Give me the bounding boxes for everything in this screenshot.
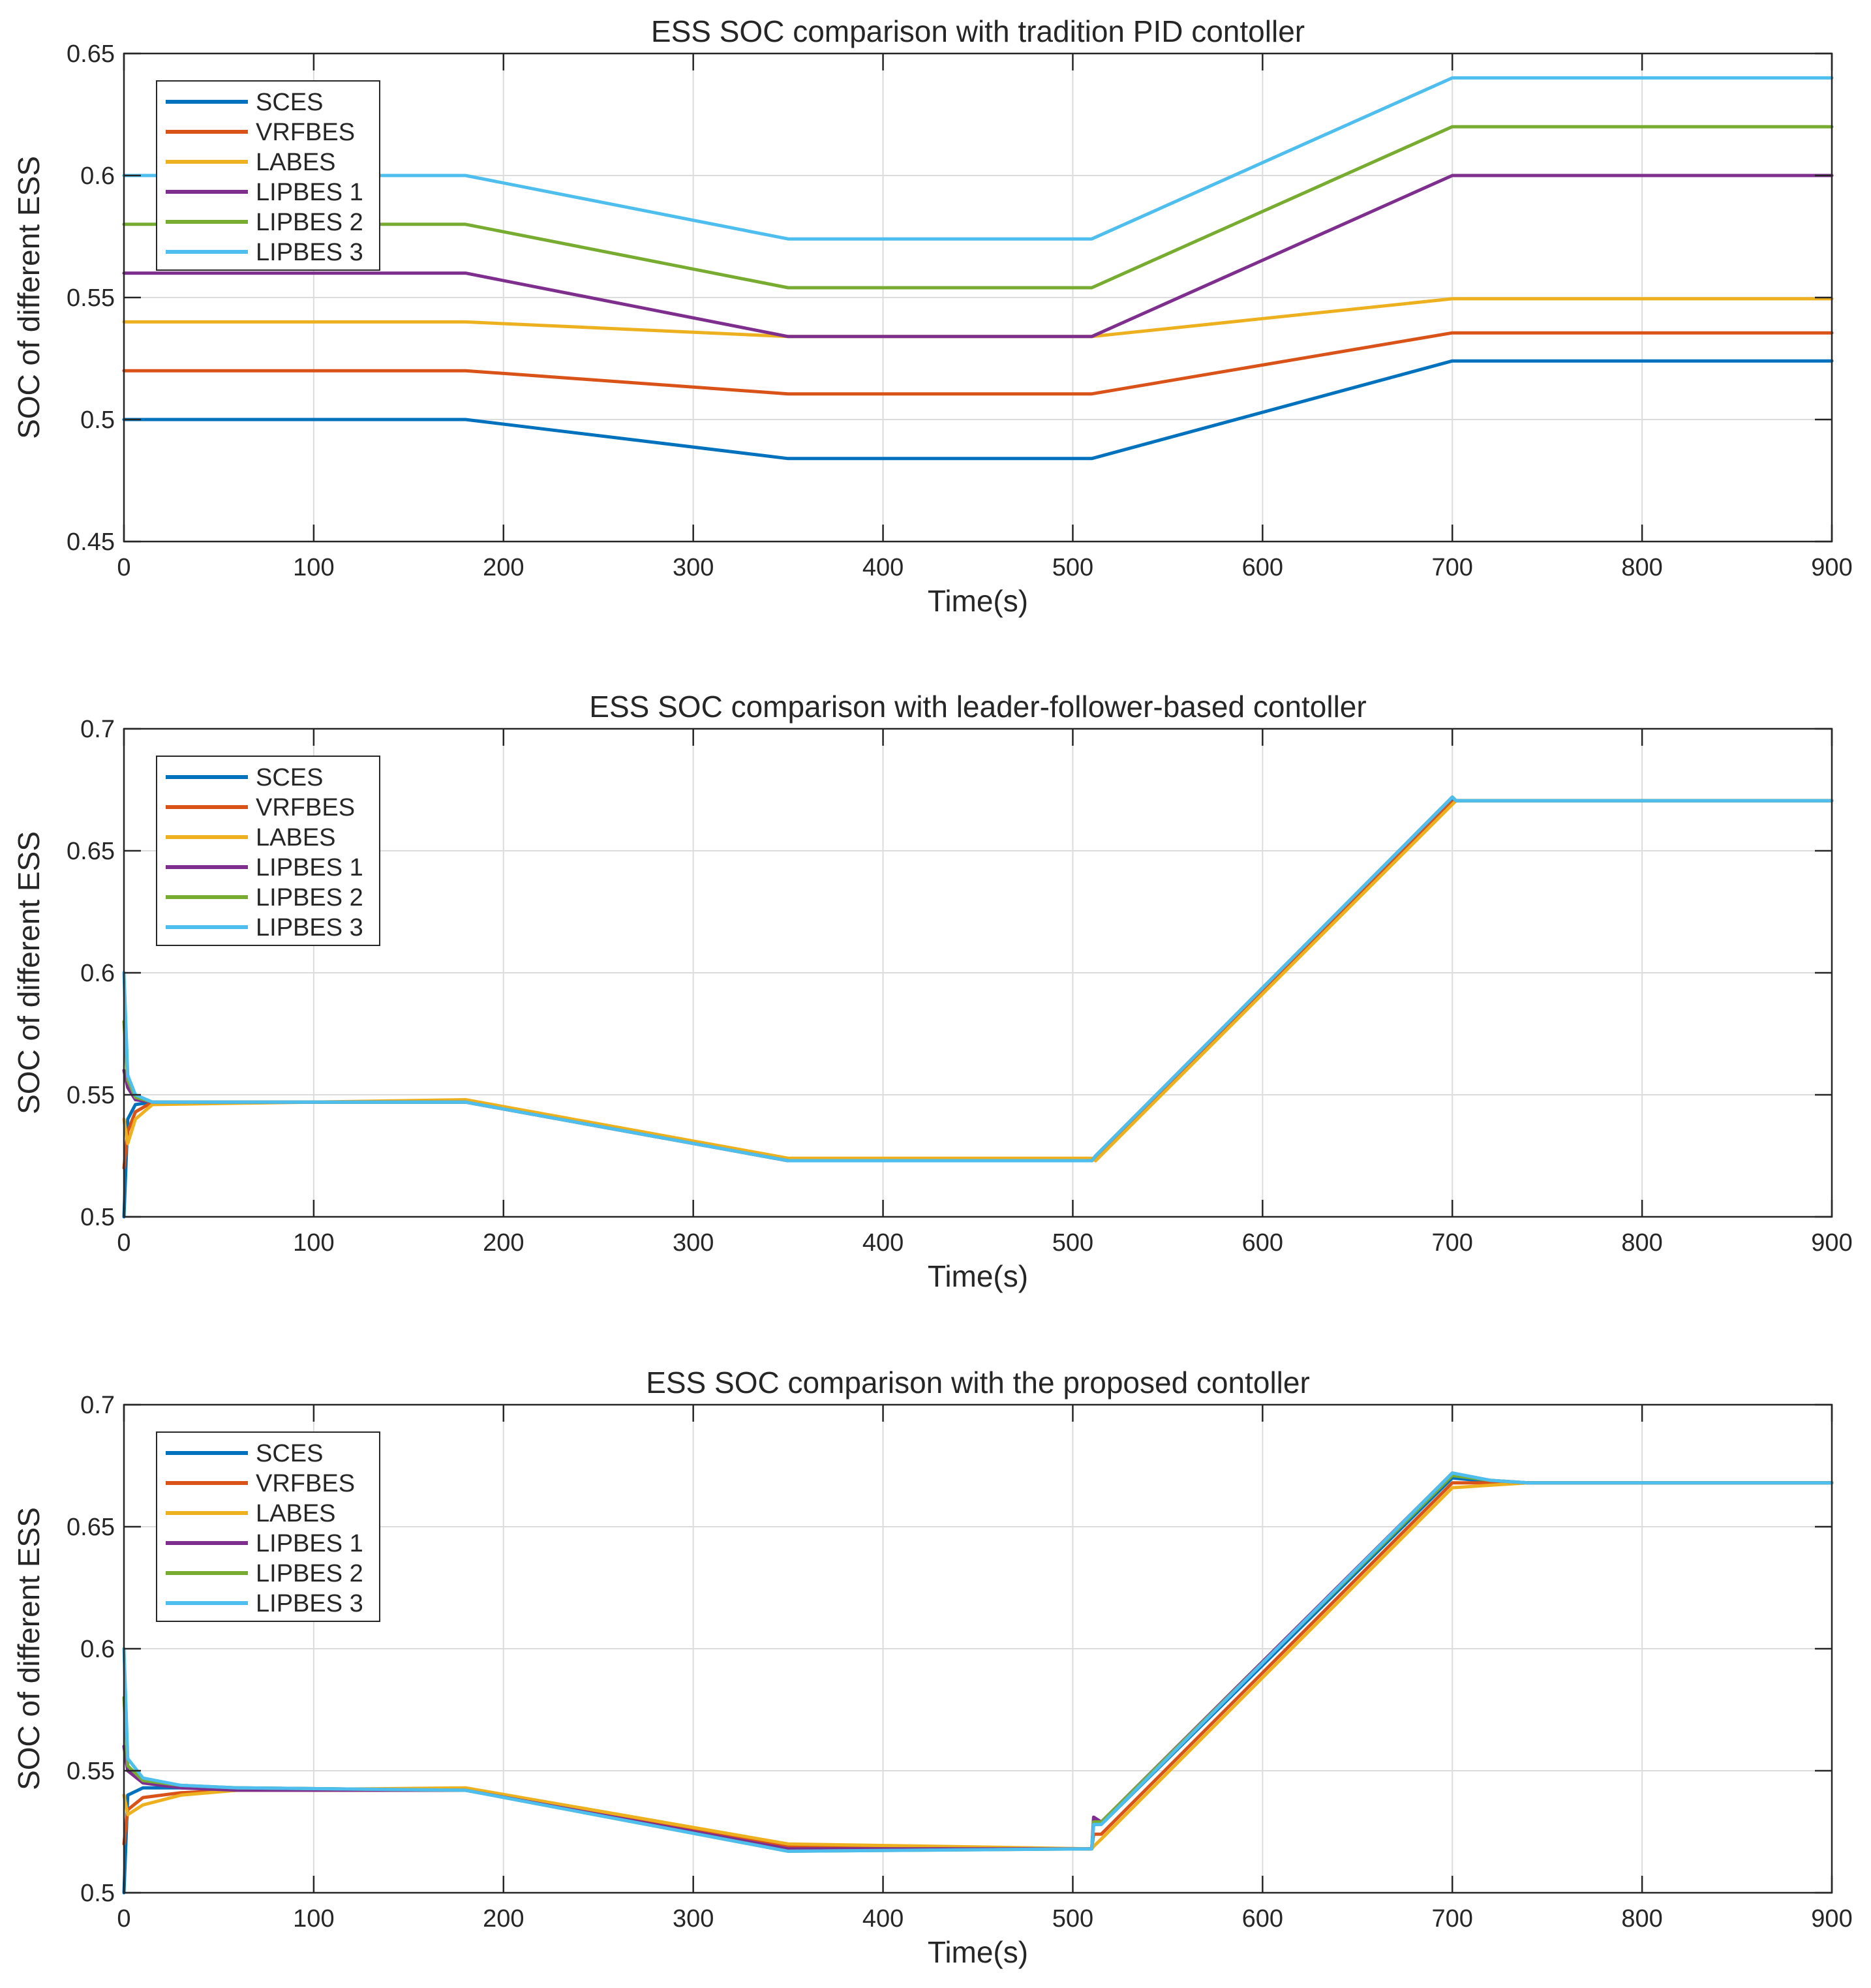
legend-label: SCES	[256, 764, 323, 791]
x-tick-label: 200	[483, 1229, 524, 1257]
legend-label: LIPBES 1	[256, 179, 363, 206]
x-tick-label: 800	[1621, 1905, 1662, 1933]
legend-label: VRFBES	[256, 1470, 355, 1497]
y-axis-label: SOC of different ESS	[12, 831, 46, 1114]
y-axis-label: SOC of different ESS	[12, 1507, 46, 1790]
x-tick-label: 800	[1621, 554, 1662, 581]
x-tick-label: 700	[1432, 1229, 1473, 1257]
legend: SCES VRFBES LABES LIPBES 1 LIPBES 2 LIPBES 3	[156, 756, 380, 946]
x-tick-label: 900	[1811, 1905, 1852, 1933]
series-group	[122, 1471, 1834, 1895]
legend-box	[156, 80, 380, 271]
chart-panel-1: 0 100 200 300 400 500 600 700 800 900 0.45 0.5 0.55 0…	[12, 14, 1853, 618]
x-tick-label: 200	[483, 554, 524, 581]
x-tick-label: 900	[1811, 554, 1852, 581]
legend-label: LABES	[256, 1500, 336, 1527]
x-tick-label: 500	[1052, 1229, 1093, 1257]
x-tick-label: 500	[1052, 1905, 1093, 1933]
legend-label: SCES	[256, 1440, 323, 1467]
x-tick-label: 300	[673, 554, 714, 581]
x-tick-label: 700	[1432, 554, 1473, 581]
series-line-labes	[122, 1481, 1834, 1851]
legend: SCES VRFBES LABES LIPBES 1 LIPBES 2 LIPBES 3	[156, 1431, 380, 1622]
y-tick-label: 0.55	[67, 284, 115, 312]
y-tick-label: 0.7	[80, 716, 115, 743]
y-tick-label: 0.5	[80, 406, 115, 434]
chart-title: ESS SOC comparison with the proposed con…	[646, 1366, 1310, 1399]
x-tick-label: 400	[862, 1905, 904, 1933]
series-line-lipbes-1	[122, 174, 1834, 339]
y-tick-label: 0.45	[67, 528, 115, 556]
x-tick-label: 400	[862, 554, 904, 581]
legend-label: LIPBES 1	[256, 1530, 363, 1557]
series-group	[122, 795, 1834, 1219]
legend-label: LABES	[256, 149, 336, 176]
x-tick-label: 0	[117, 1905, 130, 1933]
series-group	[122, 76, 1834, 461]
legend-label: SCES	[256, 89, 323, 116]
x-tick-label: 800	[1621, 1229, 1662, 1257]
legend-label: LIPBES 3	[256, 914, 363, 941]
chart-panel-2: 0 100 200 300 400 500 600 700 800 900 0.5 0.55 0.6 0.…	[12, 690, 1853, 1293]
y-tick-label: 0.65	[67, 838, 115, 865]
x-tick-label: 300	[673, 1905, 714, 1933]
series-line-lipbes-2	[122, 125, 1834, 290]
x-tick-label: 600	[1242, 1229, 1283, 1257]
chart-title: ESS SOC comparison with leader-follower-…	[589, 690, 1366, 724]
legend-label: VRFBES	[256, 119, 355, 146]
x-tick-label: 0	[117, 554, 130, 581]
y-tick-label: 0.5	[80, 1880, 115, 1907]
x-tick-label: 500	[1052, 554, 1093, 581]
x-tick-label: 100	[293, 1905, 334, 1933]
y-tick-label: 0.5	[80, 1204, 115, 1231]
x-tick-label: 600	[1242, 1905, 1283, 1933]
series-line-lipbes-3	[122, 76, 1834, 241]
x-tick-label: 400	[862, 1229, 904, 1257]
legend-label: VRFBES	[256, 794, 355, 821]
x-tick-label: 600	[1242, 554, 1283, 581]
y-tick-label: 0.6	[80, 960, 115, 987]
x-tick-label: 300	[673, 1229, 714, 1257]
y-tick-label: 0.6	[80, 1636, 115, 1663]
y-tick-label: 0.6	[80, 162, 115, 190]
y-tick-label: 0.7	[80, 1392, 115, 1419]
x-tick-label: 100	[293, 554, 334, 581]
y-tick-label: 0.65	[67, 40, 115, 68]
legend-label: LIPBES 3	[256, 1590, 363, 1617]
x-tick-label: 200	[483, 1905, 524, 1933]
series-line-lipbes-3	[122, 1471, 1834, 1853]
legend: SCES VRFBES LABES LIPBES 1 LIPBES 2 LIPBES 3	[156, 80, 380, 271]
chart-title: ESS SOC comparison with tradition PID co…	[651, 14, 1305, 48]
legend-label: LABES	[256, 824, 336, 851]
legend-label: LIPBES 1	[256, 854, 363, 881]
x-axis-label: Time(s)	[928, 1935, 1028, 1969]
y-tick-label: 0.65	[67, 1514, 115, 1541]
legend-box	[156, 756, 380, 946]
x-tick-label: 900	[1811, 1229, 1852, 1257]
series-line-labes	[122, 799, 1834, 1163]
legend-label: LIPBES 2	[256, 209, 363, 236]
x-tick-label: 700	[1432, 1905, 1473, 1933]
y-tick-label: 0.55	[67, 1758, 115, 1785]
series-line-vrfbes	[122, 331, 1834, 396]
x-tick-label: 0	[117, 1229, 130, 1257]
x-tick-label: 100	[293, 1229, 334, 1257]
y-tick-label: 0.55	[67, 1082, 115, 1109]
legend-label: LIPBES 2	[256, 1560, 363, 1587]
y-axis-label: SOC of different ESS	[12, 156, 46, 439]
x-axis-label: Time(s)	[928, 1259, 1028, 1293]
legend-label: LIPBES 2	[256, 884, 363, 911]
legend-box	[156, 1431, 380, 1622]
series-line-lipbes-3	[122, 795, 1834, 1163]
legend-label: LIPBES 3	[256, 239, 363, 266]
series-line-sces	[122, 359, 1834, 461]
x-axis-label: Time(s)	[928, 584, 1028, 618]
chart-panel-3: 0 100 200 300 400 500 600 700 800 900 0.5 0.55 0.6 0.…	[12, 1366, 1853, 1969]
